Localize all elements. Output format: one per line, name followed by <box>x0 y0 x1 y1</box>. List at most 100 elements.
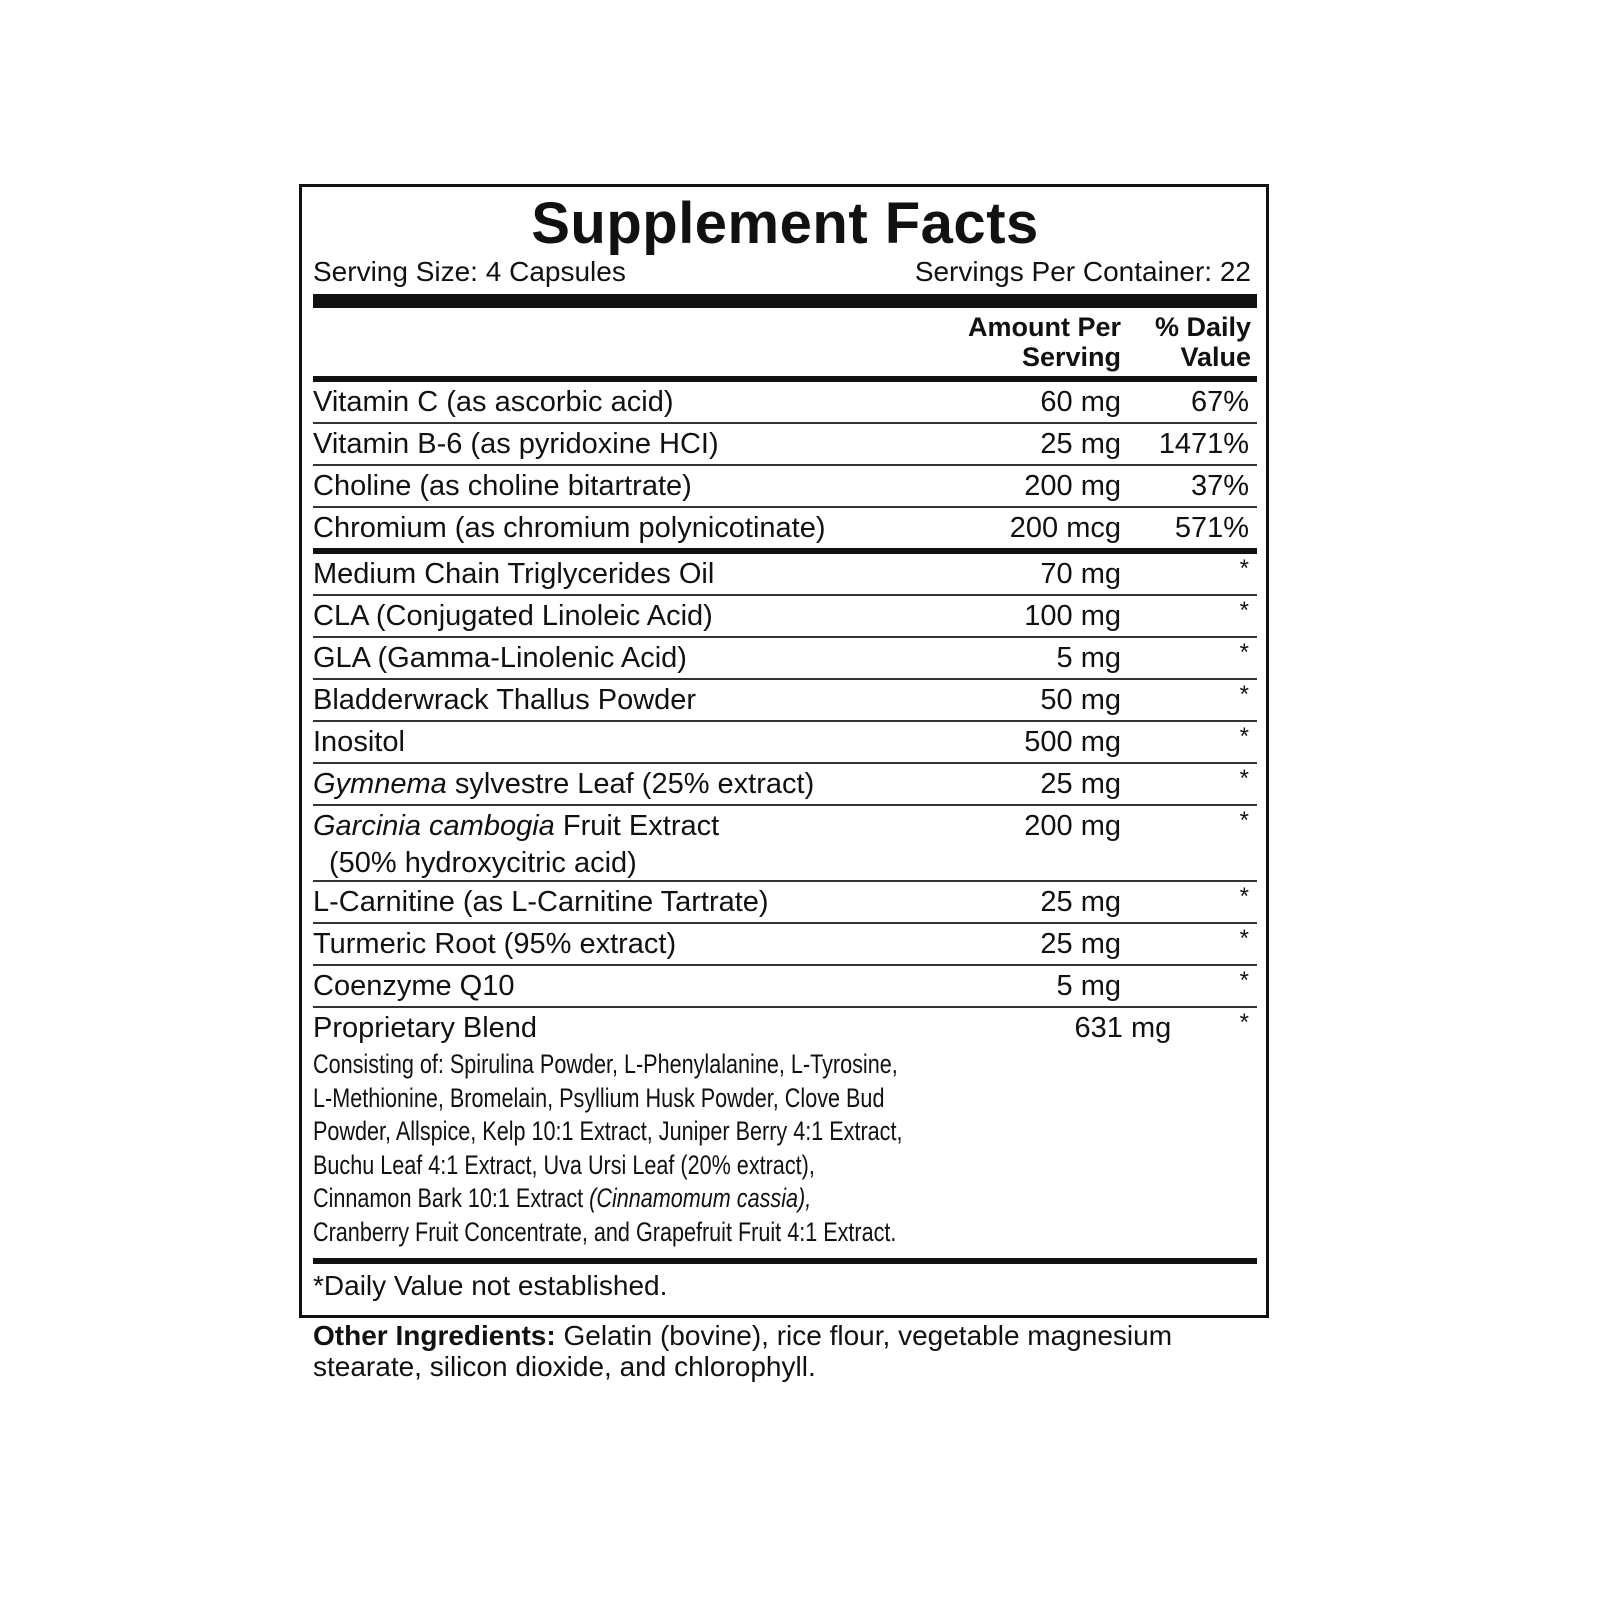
nutrient-row: Medium Chain Triglycerides Oil 70 mg * <box>313 554 1257 596</box>
nutrient-name: Choline (as choline bitartrate) <box>313 470 692 502</box>
nutrient-name-cell: Coenzyme Q10 <box>313 966 921 1006</box>
amount: 50 mg <box>1040 684 1121 716</box>
nutrient-row: Garcinia cambogia Fruit Extract (50% hydr… <box>313 806 1257 882</box>
nutrient-row: Vitamin C (as ascorbic acid) 60 mg 67% <box>313 382 1257 424</box>
rule <box>313 548 1257 554</box>
nutrient-row: GLA (Gamma-Linolenic Acid) 5 mg * <box>313 638 1257 680</box>
nutrient-name: Chromium (as chromium polynicotinate) <box>313 512 826 544</box>
nutrient-name-cell: L-Carnitine (as L-Carnitine Tartrate) <box>313 882 921 922</box>
daily-value: * <box>1239 555 1249 582</box>
blend-description-line: Powder, Allspice, Kelp 10:1 Extract, Jun… <box>313 1116 903 1147</box>
servings-per-container: Servings Per Container: 22 <box>914 256 1251 287</box>
blend-description-line: Buchu Leaf 4:1 Extract, Uva Ursi Leaf (2… <box>313 1149 815 1180</box>
nutrient-name: Coenzyme Q10 <box>313 970 515 1002</box>
nutrient-name: Fruit Extract <box>562 810 720 842</box>
nutrient-name: Inositol <box>313 726 405 758</box>
nutrient-name: Vitamin C (as ascorbic acid) <box>313 386 674 418</box>
other-ingredients-label: Other Ingredients: <box>313 1320 556 1351</box>
nutrient-row: Inositol 500 mg * <box>313 722 1257 764</box>
nutrient-name: Turmeric Root (95% extract) <box>313 928 677 960</box>
nutrient-name-cell: Inositol <box>313 722 921 762</box>
nutrient-name: Proprietary Blend <box>313 1012 538 1044</box>
nutrient-note: (50% hydroxycitric acid) <box>329 847 637 879</box>
daily-value: * <box>1239 925 1249 952</box>
nutrient-name: L-Carnitine (as L-Carnitine Tartrate) <box>313 886 769 918</box>
nutrient-name: Vitamin B-6 (as pyridoxine HCI) <box>313 428 719 460</box>
amount: 25 mg <box>1040 928 1121 960</box>
nutrient-name-italic: Gymnema <box>313 768 447 800</box>
nutrient-row: L-Carnitine (as L-Carnitine Tartrate) 25 … <box>313 882 1257 924</box>
daily-value: 37% <box>1190 470 1249 502</box>
nutrient-name-cell: Bladderwrack Thallus Powder <box>313 680 921 720</box>
amount: 200 mg <box>1024 810 1121 842</box>
nutrient-name: Medium Chain Triglycerides Oil <box>313 558 715 590</box>
ingredient-rows: Medium Chain Triglycerides Oil 70 mg * CLA … <box>313 554 1257 1254</box>
nutrient-name-italic: Garcinia cambogia <box>313 810 555 842</box>
thick-rule <box>313 294 1257 308</box>
nutrient-name-cell: Garcinia cambogia Fruit Extract (50% hydr… <box>313 806 921 880</box>
supplement-facts-panel: Supplement Facts Serving Size: 4 Capsule… <box>299 184 1269 1318</box>
daily-value: * <box>1239 807 1249 834</box>
column-header: Amount Per Serving % Daily Value <box>313 308 1257 376</box>
amount: 25 mg <box>1040 428 1121 460</box>
nutrient-name-cell: Chromium (as chromium polynicotinate) <box>313 508 921 548</box>
nutrient-name-cell: Choline (as choline bitartrate) <box>313 466 921 506</box>
footnote: *Daily Value not established. <box>313 1269 668 1301</box>
blend-description-line: L-Methionine, Bromelain, Psyllium Husk P… <box>313 1082 885 1113</box>
daily-value: * <box>1239 883 1249 910</box>
daily-value: * <box>1239 765 1249 792</box>
amount: 100 mg <box>1024 600 1121 632</box>
nutrient-row: Coenzyme Q10 5 mg * <box>313 966 1257 1008</box>
nutrient-row: CLA (Conjugated Linoleic Acid) 100 mg * <box>313 596 1257 638</box>
nutrient-row: Turmeric Root (95% extract) 25 mg * <box>313 924 1257 966</box>
daily-value: * <box>1239 967 1249 994</box>
rule <box>313 376 1257 382</box>
amount: 200 mg <box>1024 470 1121 502</box>
daily-value: * <box>1239 681 1249 708</box>
title: Supplement Facts <box>531 191 1039 256</box>
nutrient-name-cell: Gymnema sylvestre Leaf (25% extract) <box>313 764 921 804</box>
vitamin-rows: Vitamin C (as ascorbic acid) 60 mg 67% Vita… <box>313 382 1257 548</box>
nutrient-row: Proprietary Blend Consisting of: Spirulin… <box>313 1008 1257 1254</box>
daily-value-header: % Daily Value <box>1154 312 1251 372</box>
nutrient-row: Vitamin B-6 (as pyridoxine HCI) 25 mg 1471… <box>313 424 1257 466</box>
nutrient-name-cell: CLA (Conjugated Linoleic Acid) <box>313 596 921 636</box>
daily-value: 571% <box>1174 512 1249 544</box>
amount: 500 mg <box>1024 726 1121 758</box>
nutrient-name: GLA (Gamma-Linolenic Acid) <box>313 642 687 674</box>
nutrient-row: Bladderwrack Thallus Powder 50 mg * <box>313 680 1257 722</box>
amount: 60 mg <box>1040 386 1121 418</box>
other-ingredients: Other Ingredients: Gelatin (bovine), ric… <box>313 1320 1273 1382</box>
nutrient-row: Gymnema sylvestre Leaf (25% extract) 25 m… <box>313 764 1257 806</box>
daily-value: * <box>1239 1009 1249 1036</box>
nutrient-name: sylvestre Leaf (25% extract) <box>454 768 815 800</box>
nutrient-name: Bladderwrack Thallus Powder <box>313 684 697 716</box>
nutrient-name-cell: GLA (Gamma-Linolenic Acid) <box>313 638 921 678</box>
blend-description-line: Consisting of: Spirulina Powder, L-Pheny… <box>313 1049 898 1079</box>
amount-header: Amount Per Serving <box>967 312 1121 372</box>
serving-size: Serving Size: 4 Capsules <box>313 256 626 287</box>
daily-value: * <box>1239 597 1249 624</box>
rule <box>313 1257 1257 1264</box>
nutrient-name: CLA (Conjugated Linoleic Acid) <box>313 600 713 632</box>
daily-value: * <box>1239 723 1249 750</box>
nutrient-row: Choline (as choline bitartrate) 200 mg 37% <box>313 466 1257 508</box>
nutrient-row: Chromium (as chromium polynicotinate) 200… <box>313 508 1257 548</box>
amount: 70 mg <box>1040 558 1121 590</box>
nutrient-name-cell: Turmeric Root (95% extract) <box>313 924 921 964</box>
nutrient-name-cell: Vitamin C (as ascorbic acid) <box>313 382 921 422</box>
blend-description-italic: (Cinnamomum cassia), <box>589 1183 812 1214</box>
daily-value: 1471% <box>1158 428 1249 460</box>
amount: 25 mg <box>1040 768 1121 800</box>
blend-description-line: Cinnamon Bark 10:1 Extract (Cinnamomum c… <box>313 1183 812 1214</box>
amount: 631 mg <box>1074 1012 1172 1044</box>
daily-value: * <box>1239 639 1249 666</box>
amount: 200 mcg <box>1009 512 1121 544</box>
serving-info: Serving Size: 4 Capsules Servings Per Co… <box>313 255 1257 289</box>
nutrient-name-cell: Vitamin B-6 (as pyridoxine HCI) <box>313 424 921 464</box>
nutrient-name-cell: Proprietary Blend Consisting of: Spirulin… <box>313 1008 1050 1254</box>
amount: 25 mg <box>1040 886 1121 918</box>
daily-value: 67% <box>1190 386 1249 418</box>
other-ingredients-text: Gelatin (bovine), rice flour, vegetable … <box>313 1320 1173 1382</box>
